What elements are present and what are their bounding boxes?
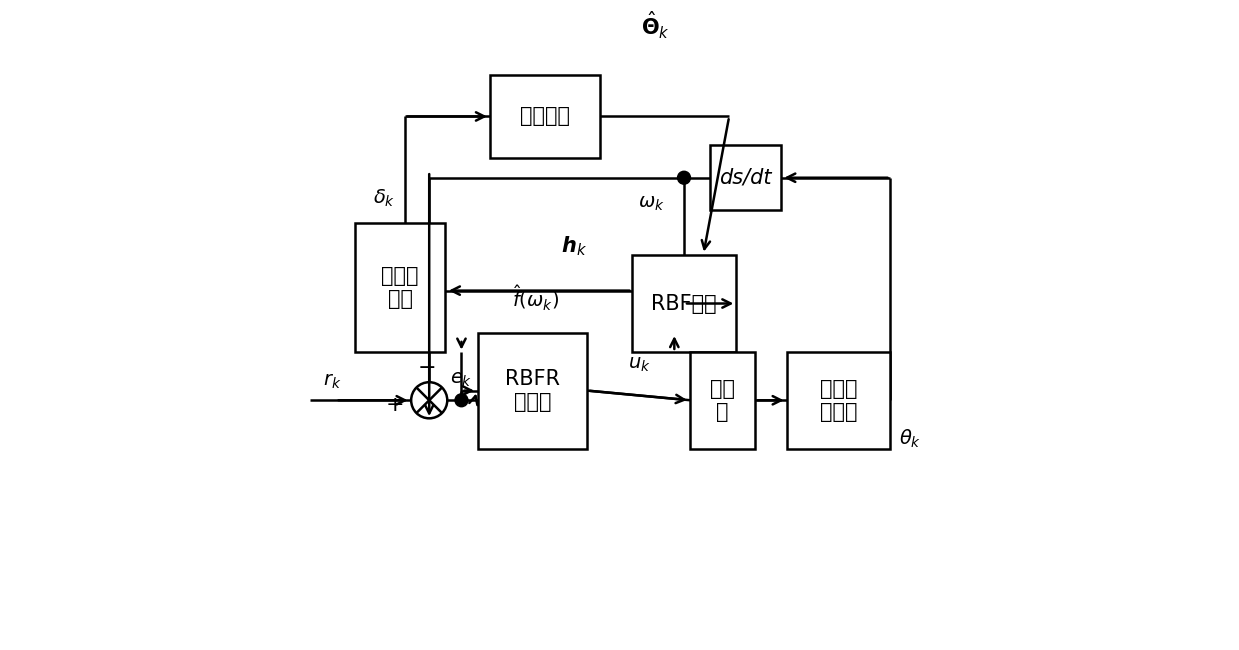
Circle shape xyxy=(455,394,468,407)
Text: $\hat{f}(\omega_k)$: $\hat{f}(\omega_k)$ xyxy=(512,284,559,313)
Text: $+$: $+$ xyxy=(385,395,404,415)
Text: RBF网络: RBF网络 xyxy=(652,294,717,313)
Text: $\delta_k$: $\delta_k$ xyxy=(373,187,395,209)
Text: $\boldsymbol{h}_k$: $\boldsymbol{h}_k$ xyxy=(561,235,587,258)
Text: 伺服电
机本体: 伺服电 机本体 xyxy=(820,379,857,422)
Text: 虚拟量
转换: 虚拟量 转换 xyxy=(382,266,419,309)
Text: $e_k$: $e_k$ xyxy=(450,370,472,389)
FancyBboxPatch shape xyxy=(491,75,600,159)
Text: ds/dt: ds/dt xyxy=(719,168,772,188)
Text: $\hat{\boldsymbol{\Theta}}_k$: $\hat{\boldsymbol{\Theta}}_k$ xyxy=(641,10,669,41)
FancyBboxPatch shape xyxy=(690,352,755,448)
FancyBboxPatch shape xyxy=(710,146,781,210)
FancyBboxPatch shape xyxy=(787,352,891,448)
Text: $-$: $-$ xyxy=(416,356,435,376)
Text: $u_k$: $u_k$ xyxy=(627,356,650,374)
Text: $\omega_k$: $\omega_k$ xyxy=(638,194,665,213)
Circle shape xyxy=(411,382,447,419)
Text: $r_k$: $r_k$ xyxy=(323,372,342,391)
FancyBboxPatch shape xyxy=(356,223,445,352)
Text: 驱动
器: 驱动 器 xyxy=(710,379,735,422)
Text: 自适应律: 自适应律 xyxy=(520,107,570,127)
Text: RBFR
控制器: RBFR 控制器 xyxy=(506,369,560,412)
Text: $\theta_k$: $\theta_k$ xyxy=(900,428,922,450)
Circle shape xyxy=(678,172,690,184)
FancyBboxPatch shape xyxy=(477,333,587,448)
FancyBboxPatch shape xyxy=(632,255,736,352)
